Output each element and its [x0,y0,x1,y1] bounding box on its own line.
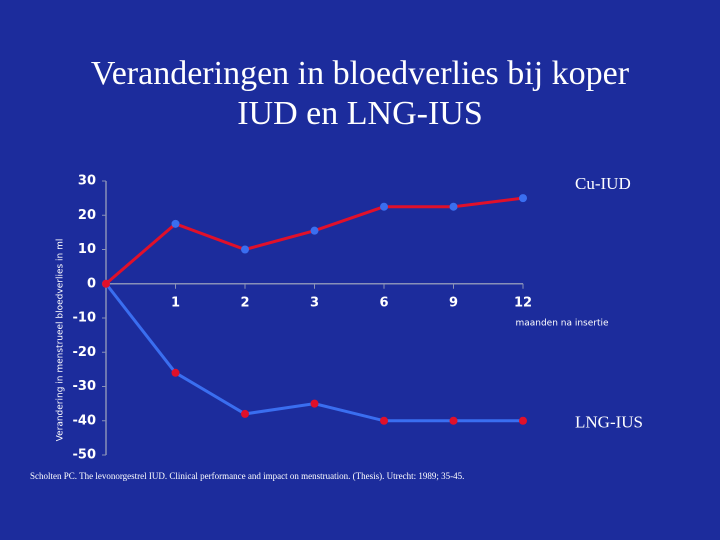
y-tick-label: -40 [73,413,97,428]
y-tick-label: -50 [73,448,97,463]
series-label: Cu-IUD [575,174,631,193]
series-label: LNG-IUS [575,413,643,432]
y-tick-label: -20 [73,345,97,360]
footnote: Scholten PC. The levonorgestrel IUD. Cli… [30,471,464,481]
data-point [380,416,388,425]
x-tick-label: 6 [379,295,388,310]
data-point [171,368,180,377]
title-line: IUD en LNG-IUS [237,95,483,132]
data-point [449,416,458,425]
title-line: Veranderingen in bloedverlies bij koper [91,55,630,92]
x-tick-label: 3 [310,295,319,310]
data-point [310,226,319,235]
x-tick-label: 9 [449,295,458,310]
y-tick-label: 10 [78,242,96,257]
data-point [519,194,527,203]
x-tick-label: 2 [240,295,249,310]
x-axis-label: maanden na insertie [515,319,609,329]
data-point [380,202,388,211]
data-point [310,399,319,408]
data-point [171,219,180,228]
y-tick-label: 20 [78,208,96,223]
y-tick-label: 30 [78,174,96,189]
y-axis-label: Verandering in menstrueel bloedverlies i… [56,239,66,442]
data-point [449,202,458,211]
x-tick-label: 1 [171,295,180,310]
data-point [102,279,110,288]
y-tick-label: -30 [73,379,97,394]
x-tick-label: 12 [514,295,532,310]
y-tick-label: 0 [87,276,96,291]
data-point [241,245,249,254]
y-tick-label: -10 [73,311,97,326]
data-point [519,416,527,425]
data-point [241,409,249,418]
